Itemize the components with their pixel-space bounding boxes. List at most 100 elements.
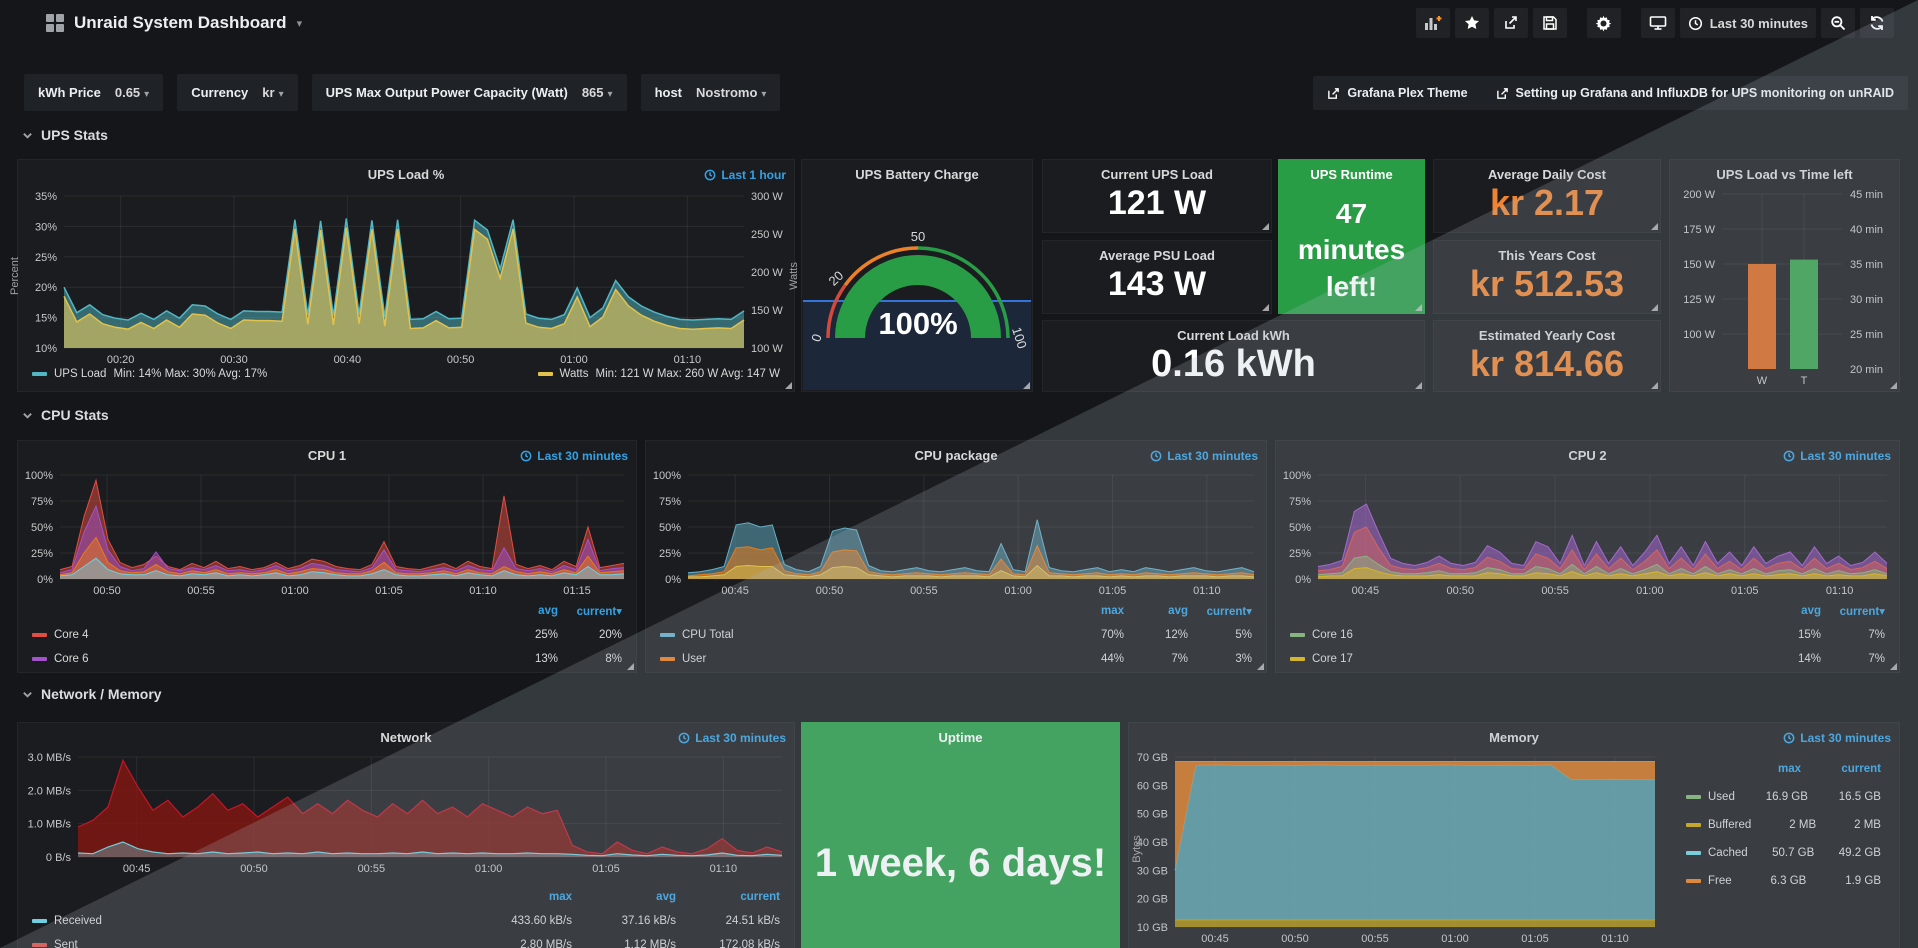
panel-title[interactable]: Network <box>380 730 432 745</box>
legend-swatch[interactable] <box>1290 633 1305 637</box>
panel-title[interactable]: UPS Load % <box>367 167 445 182</box>
legend-sort-header[interactable]: current▾ <box>1206 606 1252 618</box>
legend-swatch[interactable] <box>32 919 47 923</box>
refresh-button[interactable] <box>1860 8 1894 38</box>
zoom-out-button[interactable] <box>1821 8 1855 38</box>
link-grafana-influxdb-guide[interactable]: Setting up Grafana and InfluxDB for UPS … <box>1482 76 1908 110</box>
legend-swatch[interactable] <box>660 633 675 637</box>
legend-label[interactable]: Core 17 <box>1312 653 1353 665</box>
link-grafana-plex-theme[interactable]: Grafana Plex Theme <box>1313 76 1481 110</box>
panel-resize-handle[interactable] <box>1651 304 1658 311</box>
panel-title[interactable]: CPU package <box>914 448 998 463</box>
legend-sort-header[interactable]: avg <box>538 605 558 617</box>
tv-mode-button[interactable] <box>1640 8 1675 38</box>
legend-swatch[interactable] <box>32 372 47 376</box>
section-ups-stats[interactable]: UPS Stats <box>22 127 108 143</box>
legend-swatch[interactable] <box>32 633 47 637</box>
memory-graph[interactable]: 70 GB 60 GB 50 GB 40 GB 30 GB 20 GB 10 GB 00:45… <box>1129 749 1669 948</box>
panel-resize-handle[interactable] <box>1890 382 1897 389</box>
panel-time-override[interactable]: Last 30 minutes <box>678 731 786 745</box>
panel-title[interactable]: Memory <box>1489 730 1539 745</box>
legend-sort-header[interactable]: max <box>1777 763 1801 775</box>
cpu-package-graph[interactable]: 100% 75% 50% 25% 0% 00:45 00:50 00:55 01:00 01:05… <box>646 469 1268 601</box>
legend-label[interactable]: CPU Total <box>682 629 734 641</box>
panel-title[interactable]: Current UPS Load <box>1101 167 1213 182</box>
legend-label[interactable]: Core 4 <box>54 629 89 641</box>
share-button[interactable] <box>1493 8 1528 38</box>
legend-label[interactable]: UPS Load <box>54 368 107 380</box>
panel-resize-handle[interactable] <box>1415 304 1422 311</box>
settings-button[interactable] <box>1586 8 1621 38</box>
add-panel-button[interactable] <box>1415 8 1450 38</box>
panel-title[interactable]: Average PSU Load <box>1099 248 1215 263</box>
legend-label[interactable]: Received <box>54 915 102 927</box>
variable-currency[interactable]: Currency kr ▾ <box>177 74 298 111</box>
time-range-picker[interactable]: Last 30 minutes <box>1679 8 1816 38</box>
legend-label[interactable]: Free <box>1708 875 1732 887</box>
panel-resize-handle[interactable] <box>1262 304 1269 311</box>
legend-swatch[interactable] <box>32 657 47 661</box>
panel-title[interactable]: CPU 2 <box>1568 448 1607 463</box>
legend-swatch[interactable] <box>660 657 675 661</box>
panel-title[interactable]: Average Daily Cost <box>1487 167 1606 182</box>
panel-title[interactable]: Current Load kWh <box>1177 328 1290 343</box>
legend-sort-header[interactable]: current▾ <box>1839 606 1885 618</box>
panel-resize-handle[interactable] <box>1415 382 1422 389</box>
panel-title[interactable]: This Years Cost <box>1498 248 1596 263</box>
load-vs-time-bar-chart[interactable]: 200 W 175 W 150 W 125 W 100 W 45 min 40 min 35 … <box>1670 188 1901 393</box>
legend-swatch[interactable] <box>1686 795 1701 799</box>
variable-ups-max-output[interactable]: UPS Max Output Power Capacity (Watt) 865… <box>311 74 627 111</box>
panel-title[interactable]: UPS Runtime <box>1310 167 1393 182</box>
legend-sort-header[interactable]: avg <box>656 891 676 903</box>
panel-title[interactable]: Estimated Yearly Cost <box>1478 328 1616 343</box>
legend-label[interactable]: Buffered <box>1708 819 1752 831</box>
panel-time-override[interactable]: Last 30 minutes <box>1783 449 1891 463</box>
legend-sort-header[interactable]: avg <box>1168 605 1188 617</box>
legend-label[interactable]: User <box>682 653 707 665</box>
legend-swatch[interactable] <box>1686 879 1701 883</box>
panel-resize-handle[interactable] <box>785 382 792 389</box>
legend-sort-header[interactable]: max <box>1100 605 1124 617</box>
legend-sort-header[interactable]: current▾ <box>576 606 622 618</box>
star-button[interactable] <box>1454 8 1489 38</box>
legend-label[interactable]: Sent <box>54 939 78 948</box>
panel-time-override[interactable]: Last 30 minutes <box>1150 449 1258 463</box>
legend-label[interactable]: Core 6 <box>54 653 89 665</box>
panel-resize-handle[interactable] <box>1023 382 1030 389</box>
variable-host[interactable]: host Nostromo ▾ <box>640 74 781 111</box>
dashboard-title[interactable]: Unraid System Dashboard <box>74 13 287 32</box>
legend-sort-header[interactable]: current <box>1841 763 1881 775</box>
panel-time-override[interactable]: Last 30 minutes <box>1783 731 1891 745</box>
cpu2-graph[interactable]: 100% 75% 50% 25% 0% 00:45 00:50 00:55 01:00 01:05… <box>1276 469 1901 601</box>
legend-swatch[interactable] <box>1686 823 1701 827</box>
panel-resize-handle[interactable] <box>1257 663 1264 670</box>
section-cpu-stats[interactable]: CPU Stats <box>22 407 109 423</box>
panel-title[interactable]: CPU 1 <box>307 448 347 463</box>
legend-label[interactable]: Watts <box>559 368 589 380</box>
variable-kwh-price[interactable]: kWh Price 0.65 ▾ <box>24 74 164 111</box>
legend-label[interactable]: Core 16 <box>1312 629 1353 641</box>
cpu1-graph[interactable]: 100% 75% 50% 25% 0% 00:50 00:55 01:00 01:05 01:10… <box>18 469 638 601</box>
legend-swatch[interactable] <box>32 943 47 947</box>
legend-label[interactable]: Used <box>1708 791 1735 803</box>
network-graph[interactable]: 3.0 MB/s 2.0 MB/s 1.0 MB/s 0 B/s 00:45 00:50 0… <box>18 751 796 879</box>
legend-sort-header[interactable]: current <box>740 891 780 903</box>
panel-time-override[interactable]: Last 30 minutes <box>520 449 628 463</box>
panel-resize-handle[interactable] <box>1262 223 1269 230</box>
legend-swatch[interactable] <box>1686 851 1701 855</box>
panel-title[interactable]: UPS Battery Charge <box>855 167 979 182</box>
panel-resize-handle[interactable] <box>627 663 634 670</box>
panel-resize-handle[interactable] <box>1651 382 1658 389</box>
caret-down-icon[interactable]: ▾ <box>296 17 303 30</box>
panel-resize-handle[interactable] <box>1651 223 1658 230</box>
save-button[interactable] <box>1532 8 1567 38</box>
panel-title[interactable]: Uptime <box>938 730 983 745</box>
legend-swatch[interactable] <box>1290 657 1305 661</box>
panel-resize-handle[interactable] <box>1890 663 1897 670</box>
panel-time-override[interactable]: Last 1 hour <box>704 168 786 182</box>
legend-swatch[interactable] <box>537 372 553 376</box>
apps-grid-icon[interactable] <box>46 14 64 32</box>
legend-label[interactable]: Cached <box>1708 847 1748 859</box>
legend-sort-header[interactable]: avg <box>1801 605 1821 617</box>
section-network-memory[interactable]: Network / Memory <box>22 686 162 702</box>
